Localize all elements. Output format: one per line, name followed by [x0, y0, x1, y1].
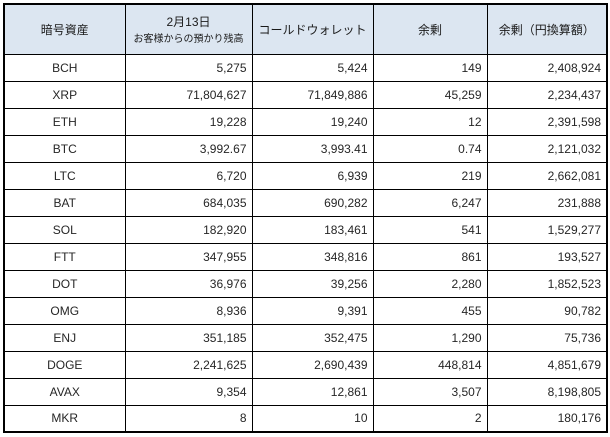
table-row: BTC 3,992.67 3,993.41 0.74 2,121,032 — [3, 134, 608, 163]
cell-cold-wallet: 71,849,886 — [251, 80, 374, 109]
cell-asset: MKR — [3, 404, 126, 433]
cell-surplus-jpy: 2,662,081 — [486, 161, 608, 190]
cell-surplus-jpy: 2,408,924 — [486, 53, 608, 82]
cell-surplus-jpy: 231,888 — [486, 188, 608, 217]
cell-customer-balance: 8,936 — [124, 296, 253, 325]
cell-cold-wallet: 19,240 — [251, 107, 374, 136]
cell-customer-balance: 5,275 — [124, 53, 253, 82]
cell-surplus: 3,507 — [372, 377, 488, 406]
crypto-balance-sheet: 暗号資産 2月13日 お客様からの預かり残高 コールドウォレット 余剰 余剰（円… — [3, 3, 608, 433]
cell-cold-wallet: 2,690,439 — [251, 350, 374, 379]
cell-surplus: 45,259 — [372, 80, 488, 109]
cell-asset: SOL — [3, 215, 126, 244]
cell-cold-wallet: 3,993.41 — [251, 134, 374, 163]
cell-customer-balance: 347,955 — [124, 242, 253, 271]
cell-surplus-jpy: 1,529,277 — [486, 215, 608, 244]
cell-customer-balance: 36,976 — [124, 269, 253, 298]
cell-cold-wallet: 690,282 — [251, 188, 374, 217]
cell-surplus: 2,280 — [372, 269, 488, 298]
cell-asset: LTC — [3, 161, 126, 190]
cell-customer-balance: 9,354 — [124, 377, 253, 406]
cell-cold-wallet: 348,816 — [251, 242, 374, 271]
cell-cold-wallet: 39,256 — [251, 269, 374, 298]
cell-surplus-jpy: 8,198,805 — [486, 377, 608, 406]
table-row: ETH 19,228 19,240 12 2,391,598 — [3, 107, 608, 136]
col-header-surplus-jpy: 余剰（円換算額） — [486, 3, 608, 55]
cell-asset: FTT — [3, 242, 126, 271]
cell-customer-balance: 2,241,625 — [124, 350, 253, 379]
table-row: FTT 347,955 348,816 861 193,527 — [3, 242, 608, 271]
cell-asset: BAT — [3, 188, 126, 217]
cell-asset: DOT — [3, 269, 126, 298]
table-row: DOGE 2,241,625 2,690,439 448,814 4,851,679 — [3, 350, 608, 379]
cell-surplus-jpy: 2,234,437 — [486, 80, 608, 109]
cell-customer-balance: 182,920 — [124, 215, 253, 244]
col-header-surplus: 余剰 — [372, 3, 488, 55]
table-row: LTC 6,720 6,939 219 2,662,081 — [3, 161, 608, 190]
crypto-balance-table: 暗号資産 2月13日 お客様からの預かり残高 コールドウォレット 余剰 余剰（円… — [3, 3, 608, 433]
cell-surplus: 149 — [372, 53, 488, 82]
cell-surplus: 448,814 — [372, 350, 488, 379]
cell-customer-balance: 8 — [124, 404, 253, 433]
cell-surplus: 541 — [372, 215, 488, 244]
cell-surplus: 6,247 — [372, 188, 488, 217]
cell-cold-wallet: 5,424 — [251, 53, 374, 82]
cell-asset: ETH — [3, 107, 126, 136]
cell-asset: ENJ — [3, 323, 126, 352]
cell-customer-balance: 19,228 — [124, 107, 253, 136]
cell-customer-balance: 684,035 — [124, 188, 253, 217]
table-row: SOL 182,920 183,461 541 1,529,277 — [3, 215, 608, 244]
table-body: BCH 5,275 5,424 149 2,408,924 XRP 71,804,627 71… — [3, 53, 608, 433]
cell-surplus-jpy: 193,527 — [486, 242, 608, 271]
table-row: BAT 684,035 690,282 6,247 231,888 — [3, 188, 608, 217]
cell-asset: AVAX — [3, 377, 126, 406]
cell-customer-balance: 3,992.67 — [124, 134, 253, 163]
cell-cold-wallet: 9,391 — [251, 296, 374, 325]
cell-cold-wallet: 352,475 — [251, 323, 374, 352]
cell-asset: OMG — [3, 296, 126, 325]
cell-asset: BCH — [3, 53, 126, 82]
cell-surplus: 12 — [372, 107, 488, 136]
cell-surplus: 2 — [372, 404, 488, 433]
col-header-customer-balance: 2月13日 お客様からの預かり残高 — [124, 3, 253, 55]
table-row: MKR 8 10 2 180,176 — [3, 404, 608, 433]
table-row: ENJ 351,185 352,475 1,290 75,736 — [3, 323, 608, 352]
cell-surplus-jpy: 180,176 — [486, 404, 608, 433]
cell-cold-wallet: 183,461 — [251, 215, 374, 244]
table-row: XRP 71,804,627 71,849,886 45,259 2,234,437 — [3, 80, 608, 109]
cell-surplus: 455 — [372, 296, 488, 325]
cell-surplus-jpy: 75,736 — [486, 323, 608, 352]
cell-surplus-jpy: 2,391,598 — [486, 107, 608, 136]
cell-surplus: 861 — [372, 242, 488, 271]
header-customer-balance-label: お客様からの預かり残高 — [133, 33, 244, 45]
table-row: DOT 36,976 39,256 2,280 1,852,523 — [3, 269, 608, 298]
cell-customer-balance: 6,720 — [124, 161, 253, 190]
header-date: 2月13日 — [166, 14, 211, 29]
cell-surplus-jpy: 1,852,523 — [486, 269, 608, 298]
cell-cold-wallet: 10 — [251, 404, 374, 433]
header-row: 暗号資産 2月13日 お客様からの預かり残高 コールドウォレット 余剰 余剰（円… — [3, 3, 608, 55]
cell-asset: BTC — [3, 134, 126, 163]
cell-cold-wallet: 12,861 — [251, 377, 374, 406]
cell-customer-balance: 71,804,627 — [124, 80, 253, 109]
table-row: AVAX 9,354 12,861 3,507 8,198,805 — [3, 377, 608, 406]
cell-asset: DOGE — [3, 350, 126, 379]
cell-surplus: 1,290 — [372, 323, 488, 352]
cell-surplus-jpy: 2,121,032 — [486, 134, 608, 163]
cell-cold-wallet: 6,939 — [251, 161, 374, 190]
cell-asset: XRP — [3, 80, 126, 109]
cell-surplus: 219 — [372, 161, 488, 190]
cell-surplus-jpy: 4,851,679 — [486, 350, 608, 379]
cell-customer-balance: 351,185 — [124, 323, 253, 352]
col-header-asset: 暗号資産 — [3, 3, 126, 55]
cell-surplus: 0.74 — [372, 134, 488, 163]
table-row: OMG 8,936 9,391 455 90,782 — [3, 296, 608, 325]
col-header-cold-wallet: コールドウォレット — [251, 3, 374, 55]
cell-surplus-jpy: 90,782 — [486, 296, 608, 325]
table-row: BCH 5,275 5,424 149 2,408,924 — [3, 53, 608, 82]
